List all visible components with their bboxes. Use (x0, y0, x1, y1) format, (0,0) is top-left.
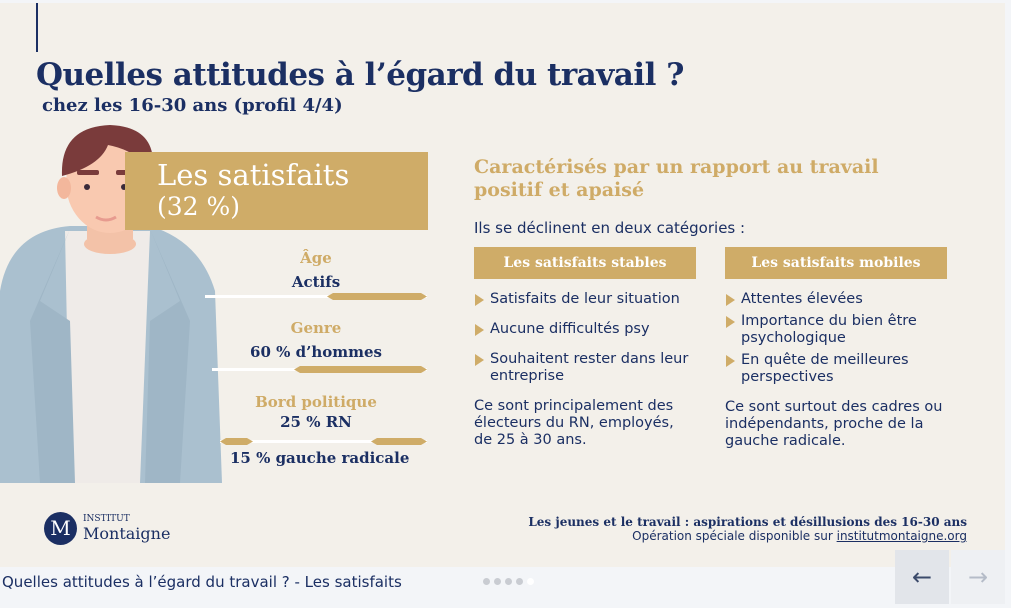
section-title: Caractérisés par un rapport au travail p… (474, 156, 879, 202)
intro-text: Ils se déclinent en deux catégories : (474, 219, 746, 237)
arrow-right-icon: → (967, 563, 989, 591)
next-button[interactable]: → (951, 550, 1005, 604)
list-item: Attentes élevées (725, 291, 947, 308)
pagination-dot[interactable] (505, 578, 512, 585)
institut-montaigne-logo: M INSTITUT Montaigne (44, 512, 170, 545)
profile-name: Les satisfaits (157, 158, 350, 192)
slide-caption: Quelles attitudes à l’égard du travail ?… (2, 573, 402, 591)
attribute-value: 25 % RN (280, 413, 352, 431)
slide-subtitle: chez les 16-30 ans (profil 4/4) (42, 95, 343, 116)
category-summary: Ce sont surtout des cadres ou indépendan… (725, 399, 943, 449)
accent-line (36, 3, 38, 52)
logo-line2: Montaigne (83, 524, 171, 543)
category-header: Les satisfaits stables (474, 247, 696, 279)
gender-bar (294, 366, 427, 373)
rn-bar (371, 438, 427, 445)
footer-text: Opération spéciale disponible sur (632, 529, 833, 543)
arrow-left-icon: ← (911, 563, 933, 591)
footer: Les jeunes et le travail : aspirations e… (528, 515, 967, 543)
pagination-dot[interactable] (494, 578, 501, 585)
pagination-dots (483, 578, 534, 585)
list-item: Satisfaits de leur situation (474, 291, 696, 308)
logo-line1: INSTITUT (83, 514, 130, 524)
infographic-slide: Quelles attitudes à l’égard du travail ?… (0, 3, 1005, 567)
section-title-line: Caractérisés par un rapport au travail (474, 156, 879, 178)
slide-title: Quelles attitudes à l’égard du travail ? (36, 57, 684, 93)
attribute-gender: Genre 60 % d’hommes (205, 319, 427, 361)
category-header: Les satisfaits mobiles (725, 247, 947, 279)
list-item: Souhaitent rester dans leur entreprise (474, 351, 696, 385)
list-item: En quête de meilleures perspectives (725, 352, 947, 386)
person-illustration (0, 125, 222, 483)
list-item: Importance du bien être psychologique (725, 313, 947, 347)
attribute-value: Actifs (291, 273, 341, 291)
attribute-value: 60 % d’hommes (250, 343, 382, 361)
pagination-dot[interactable] (483, 578, 490, 585)
section-title-line: positif et apaisé (474, 179, 645, 201)
attribute-age: Âge Actifs (205, 249, 427, 291)
pagination-dot[interactable] (527, 578, 534, 585)
attribute-label: Bord politique (255, 393, 377, 411)
category-summary: Ce sont principalement des électeurs du … (474, 398, 674, 448)
attribute-label: Âge (300, 249, 332, 267)
attribute-politics: Bord politique 25 % RN (205, 393, 427, 431)
divider (205, 295, 427, 298)
profile-share: (32 %) (157, 192, 241, 221)
divider (220, 440, 427, 443)
category-stable: Les satisfaits stables Satisfaits de leu… (474, 247, 696, 449)
attribute-value-2: 15 % gauche radicale (230, 449, 410, 467)
attribute-label: Genre (290, 319, 342, 337)
logo-mark: M (44, 512, 77, 545)
list-item: Aucune difficultés psy (474, 321, 696, 338)
pagination-dot[interactable] (516, 578, 523, 585)
age-bar (327, 293, 427, 300)
footer-link[interactable]: institutmontaigne.org (836, 529, 967, 543)
footer-title: Les jeunes et le travail : aspirations e… (528, 515, 967, 529)
left-radical-bar (220, 438, 253, 445)
prev-button[interactable]: ← (895, 550, 949, 604)
profile-banner: Les satisfaits (32 %) (125, 152, 428, 230)
category-mobile: Les satisfaits mobiles Attentes élevées … (725, 247, 947, 450)
